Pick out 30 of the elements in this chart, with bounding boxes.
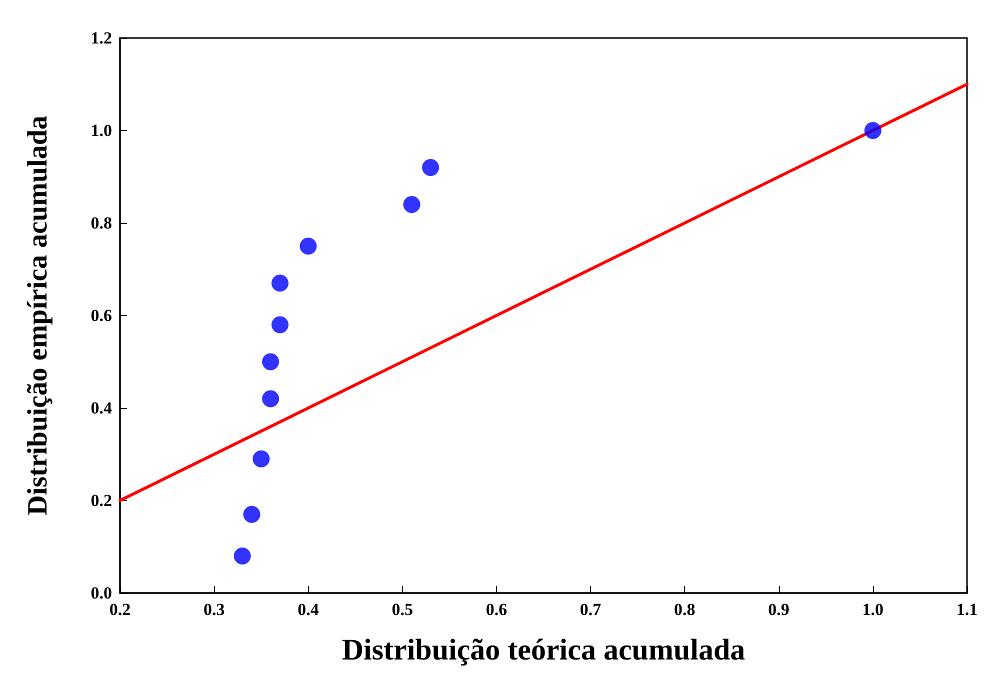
- x-tick-label: 1.1: [956, 600, 978, 619]
- x-tick-label: 0.4: [298, 600, 320, 619]
- y-axis-title: Distribuição empírica acumulada: [22, 116, 54, 516]
- y-tick-label: 1.2: [90, 28, 112, 48]
- point: [403, 196, 420, 213]
- point: [262, 390, 280, 408]
- x-tick-label: 1.0: [862, 600, 884, 619]
- x-tick-label: 0.3: [203, 600, 225, 619]
- point: [272, 316, 288, 334]
- y-tick-label: 0.2: [90, 491, 112, 510]
- point: [864, 122, 882, 139]
- y-tick-label: 0.0: [90, 584, 112, 602]
- y-tick-label: 0.6: [90, 306, 112, 325]
- x-tick-label: 0.2: [109, 600, 131, 619]
- point: [252, 450, 270, 468]
- point: [300, 238, 317, 255]
- x-tick-label: 0.6: [486, 600, 508, 619]
- x-tick-label: 0.9: [768, 600, 790, 619]
- x-tick-label: 0.7: [580, 600, 602, 619]
- x-tick-label: 0.5: [392, 600, 413, 619]
- y-tick-label: 1.0: [90, 121, 112, 140]
- point: [422, 159, 440, 176]
- x-axis-title: Distribuição teórica acumulada: [342, 634, 746, 666]
- y-tick-label: 0.8: [90, 214, 112, 232]
- point: [262, 353, 280, 370]
- point: [272, 274, 288, 292]
- y-tick-label: 0.4: [90, 398, 112, 418]
- x-tick-label: 0.8: [674, 600, 696, 619]
- point: [243, 506, 260, 523]
- point: [234, 548, 251, 564]
